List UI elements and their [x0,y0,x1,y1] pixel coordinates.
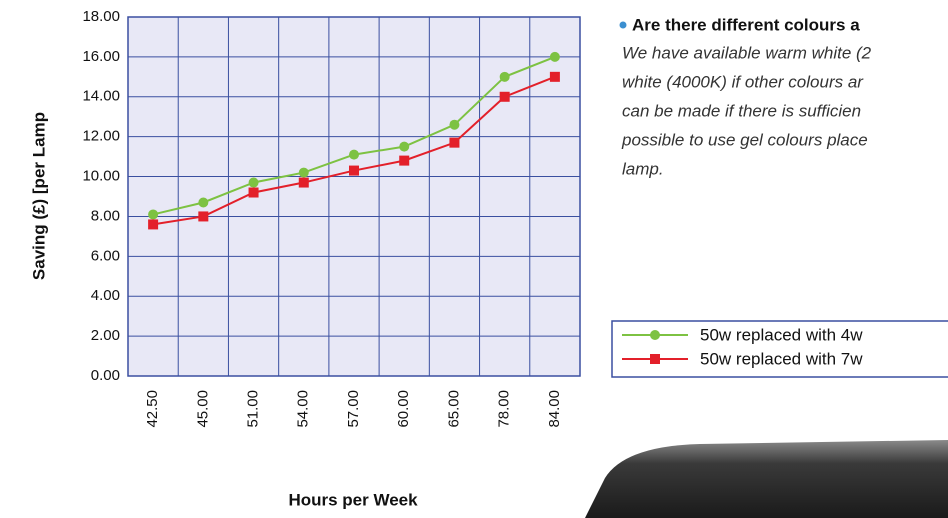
marker [549,51,560,62]
x-tick-label: 60.00 [395,390,412,428]
marker [399,141,410,152]
marker [499,71,510,82]
marker [449,137,460,148]
y-tick-label: 16.00 [82,48,120,65]
y-tick-label: 6.00 [91,247,120,264]
y-tick-label: 10.00 [82,168,120,185]
marker [248,177,259,188]
marker [198,211,209,222]
y-tick-label: 2.00 [91,327,120,344]
x-tick-label: 42.50 [144,390,161,428]
doc-line: white (4000K) if other colours ar [622,72,864,91]
y-tick-label: 4.00 [91,287,120,304]
y-tick-label: 0.00 [91,367,120,384]
marker [148,209,159,220]
x-tick-label: 57.00 [345,390,362,428]
marker [399,155,410,166]
y-tick-label: 8.00 [91,207,120,224]
doc-line: possible to use gel colours place [621,130,868,149]
doc-heading: Are there different colours a [632,15,860,34]
marker [549,71,560,82]
plot-area [128,17,580,376]
x-tick-label: 84.00 [546,390,563,428]
x-tick-label: 51.00 [245,390,262,428]
marker [650,354,660,364]
marker [499,91,510,102]
marker [298,177,309,188]
x-tick-label: 78.00 [496,390,513,428]
y-tick-label: 12.00 [82,128,120,145]
x-tick-label: 65.00 [445,390,462,428]
plot-border [127,16,581,377]
doc-line: can be made if there is sufficien [622,101,861,120]
x-axis-title: Hours per Week [288,490,418,509]
x-tick-label: 45.00 [194,390,211,428]
marker [349,165,359,176]
bullet [619,21,627,29]
y-axis-title: Saving (£) [per Lamp [29,112,48,280]
x-tick-label: 54.00 [295,390,312,428]
marker [449,119,460,130]
marker [650,330,660,340]
doc-line: We have available warm white (2 [622,43,872,62]
legend-label: 50w replaced with 4w [700,325,863,344]
marker [248,187,259,198]
legend-label: 50w replaced with 7w [700,349,863,368]
lamp-image [585,440,948,518]
marker [148,219,159,230]
doc-line: lamp. [622,159,664,178]
y-tick-label: 18.00 [82,8,120,25]
legend-box [611,320,948,378]
marker [349,149,359,160]
y-tick-label: 14.00 [82,88,120,105]
marker [198,197,209,208]
marker [298,167,309,178]
